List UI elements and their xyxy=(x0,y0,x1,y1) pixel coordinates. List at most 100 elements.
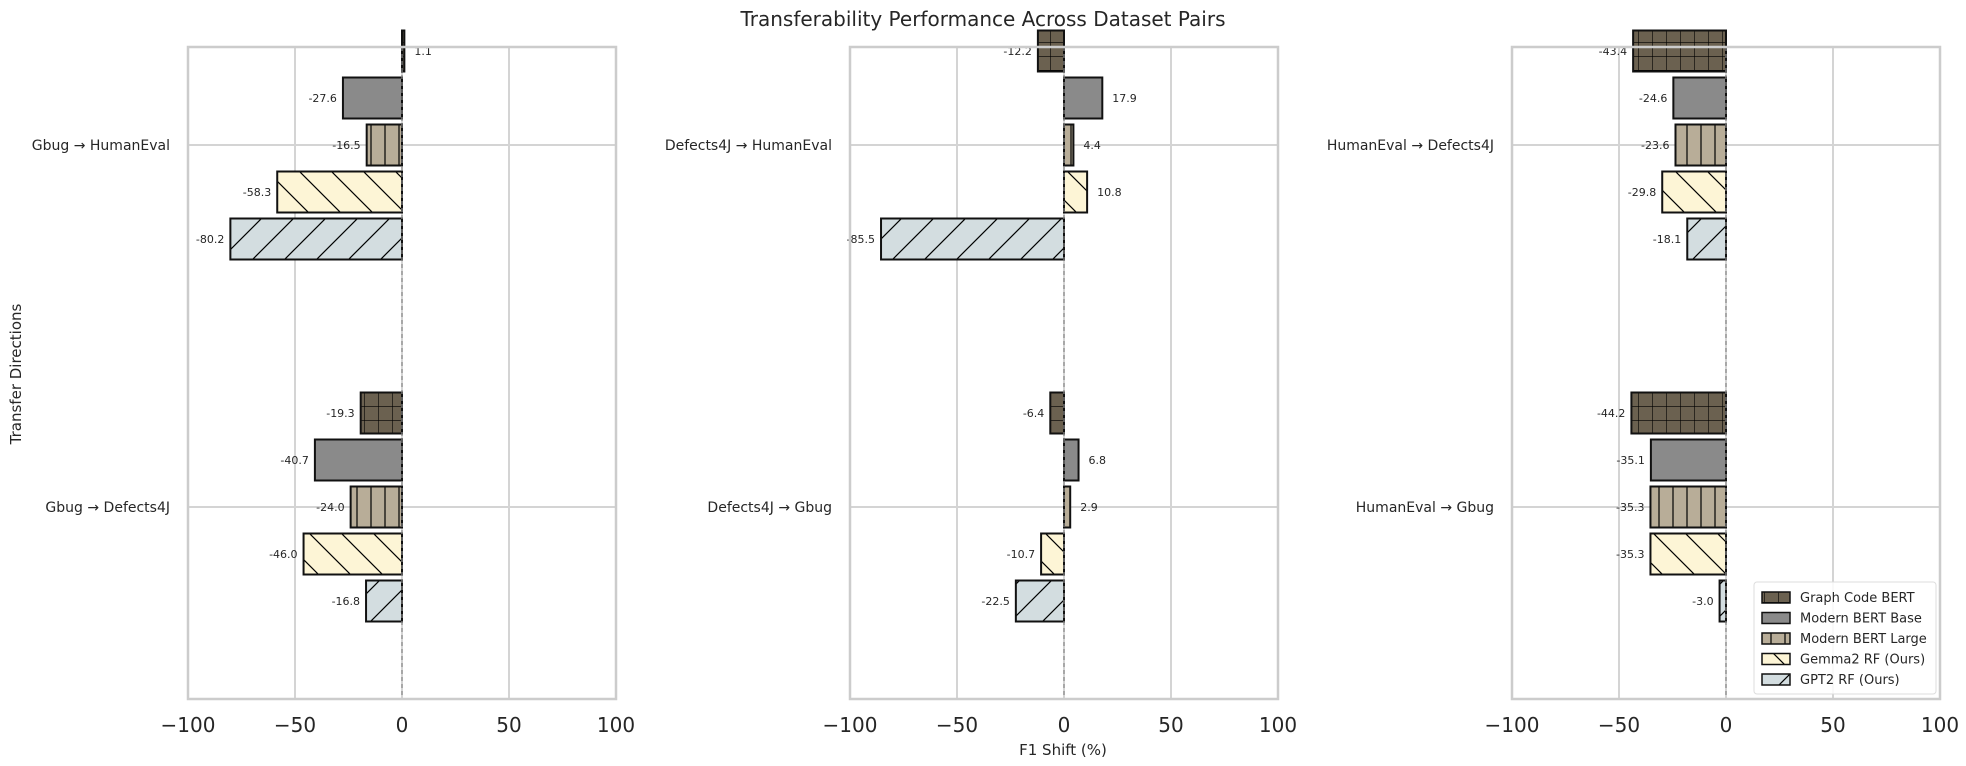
data-label: -16.8 xyxy=(332,595,360,608)
x-tick-label: −100 xyxy=(1485,713,1540,737)
data-label: -10.7 xyxy=(1007,548,1035,561)
legend-swatch xyxy=(1762,612,1790,624)
legend-item: Graph Code BERT xyxy=(1761,591,1915,606)
bar-hatch xyxy=(230,218,402,260)
legend-label: Graph Code BERT xyxy=(1800,591,1915,606)
bar-hatch xyxy=(1650,533,1726,575)
bar-hatch xyxy=(277,171,402,213)
legend-label: Modern BERT Base xyxy=(1800,612,1922,627)
bar-hatch xyxy=(1064,171,1088,213)
legend-swatch-hatch xyxy=(1762,633,1790,644)
x-axis-label: F1 Shift (%) xyxy=(1019,741,1107,759)
bar-hatch xyxy=(1719,580,1726,622)
legend-swatch-outline xyxy=(1761,632,1791,645)
data-label: 6.8 xyxy=(1089,454,1107,467)
y-tick-label: HumanEval → Gbug xyxy=(1356,500,1494,516)
y-tick-label: HumanEval → Defects4J xyxy=(1327,138,1494,154)
x-tick-label: 50 xyxy=(496,713,521,737)
bar-hatch xyxy=(1631,392,1726,434)
bar-hatch xyxy=(1037,30,1064,72)
bar xyxy=(1673,77,1726,119)
y-tick-label: Defects4J → HumanEval xyxy=(665,138,832,154)
bar-hatch xyxy=(1650,486,1726,528)
bar-hatch xyxy=(881,218,1064,260)
bar-outline xyxy=(349,485,404,529)
data-label: -35.1 xyxy=(1616,454,1644,467)
x-tick-label: 100 xyxy=(597,713,635,737)
y-axis-label: Transfer Directions xyxy=(7,303,25,445)
legend: Graph Code BERT Modern BERT Base Modern BE… xyxy=(1753,581,1937,695)
x-tick-label: 50 xyxy=(1158,713,1183,737)
legend-item: Modern BERT Base xyxy=(1761,611,1922,627)
x-tick-label: 50 xyxy=(1820,713,1845,737)
legend-swatch-outline xyxy=(1761,611,1791,625)
data-label: -22.5 xyxy=(981,595,1009,608)
data-label: -16.5 xyxy=(332,139,360,152)
x-tick-label: −50 xyxy=(936,713,978,737)
bar xyxy=(1064,77,1103,119)
bar-hatch xyxy=(1633,30,1726,72)
data-label: -58.3 xyxy=(243,186,271,199)
bar-hatch xyxy=(360,392,402,434)
x-tick-label: −100 xyxy=(823,713,878,737)
bar-hatch xyxy=(350,486,402,528)
bar-hatch xyxy=(1662,171,1726,213)
bar-hatch xyxy=(366,124,402,166)
x-tick-label: 0 xyxy=(1058,713,1071,737)
bar xyxy=(1650,439,1726,481)
legend-swatch-hatch xyxy=(1762,653,1790,665)
data-label: 10.8 xyxy=(1097,186,1122,199)
bar-outline xyxy=(276,170,404,214)
legend-swatch-outline xyxy=(1761,591,1791,604)
legend-label: Modern BERT Large xyxy=(1800,632,1927,647)
x-tick-label: −100 xyxy=(161,713,216,737)
y-tick-label: Defects4J → Gbug xyxy=(707,500,832,516)
data-label: 2.9 xyxy=(1080,501,1098,514)
chart-title: Transferability Performance Across Datas… xyxy=(739,7,1225,31)
legend-label: GPT2 RF (Ours) xyxy=(1800,673,1900,688)
bar-hatch xyxy=(1041,533,1064,575)
y-tick-label: Gbug → Defects4J xyxy=(45,500,170,516)
bar-hatch xyxy=(1687,218,1726,260)
bar-hatch xyxy=(402,30,405,72)
bar-outline xyxy=(1661,170,1728,214)
data-label: -44.2 xyxy=(1597,407,1625,420)
legend-box xyxy=(1753,581,1937,695)
axes-frame xyxy=(1510,45,1942,701)
bar-hatch xyxy=(303,533,402,575)
bar-hatch xyxy=(1015,580,1064,622)
data-label: -6.4 xyxy=(1023,407,1044,420)
x-tick-label: 100 xyxy=(1259,713,1297,737)
legend-swatch-outline xyxy=(1761,652,1791,666)
data-label: 17.9 xyxy=(1112,92,1137,105)
bar-hatch xyxy=(1050,392,1064,434)
x-tick-label: −50 xyxy=(1598,713,1640,737)
bar-hatch xyxy=(1064,124,1074,166)
data-label: -23.6 xyxy=(1641,139,1669,152)
x-tick-label: 0 xyxy=(396,713,409,737)
bar-hatch xyxy=(366,580,402,622)
axes-frame xyxy=(848,45,1280,701)
data-label: -18.1 xyxy=(1653,233,1681,246)
legend-swatch-outline xyxy=(1761,673,1791,686)
data-label: 4.4 xyxy=(1083,139,1101,152)
bar xyxy=(314,439,402,481)
legend-swatch-hatch xyxy=(1762,592,1790,603)
data-label: -3.0 xyxy=(1692,595,1713,608)
legend-item: Modern BERT Large xyxy=(1761,632,1927,647)
legend-item: Gemma2 RF (Ours) xyxy=(1761,652,1925,668)
bar xyxy=(1064,439,1079,481)
bar-outline xyxy=(1063,485,1072,529)
x-tick-label: 0 xyxy=(1720,713,1733,737)
data-label: -27.6 xyxy=(308,92,336,105)
data-label: -35.3 xyxy=(1616,501,1644,514)
bar xyxy=(342,77,402,119)
data-label: -19.3 xyxy=(326,407,354,420)
data-label: -40.7 xyxy=(280,454,308,467)
bar-outline xyxy=(1649,485,1728,529)
bar-hatch xyxy=(1064,486,1071,528)
y-tick-label: Gbug → HumanEval xyxy=(32,138,170,154)
